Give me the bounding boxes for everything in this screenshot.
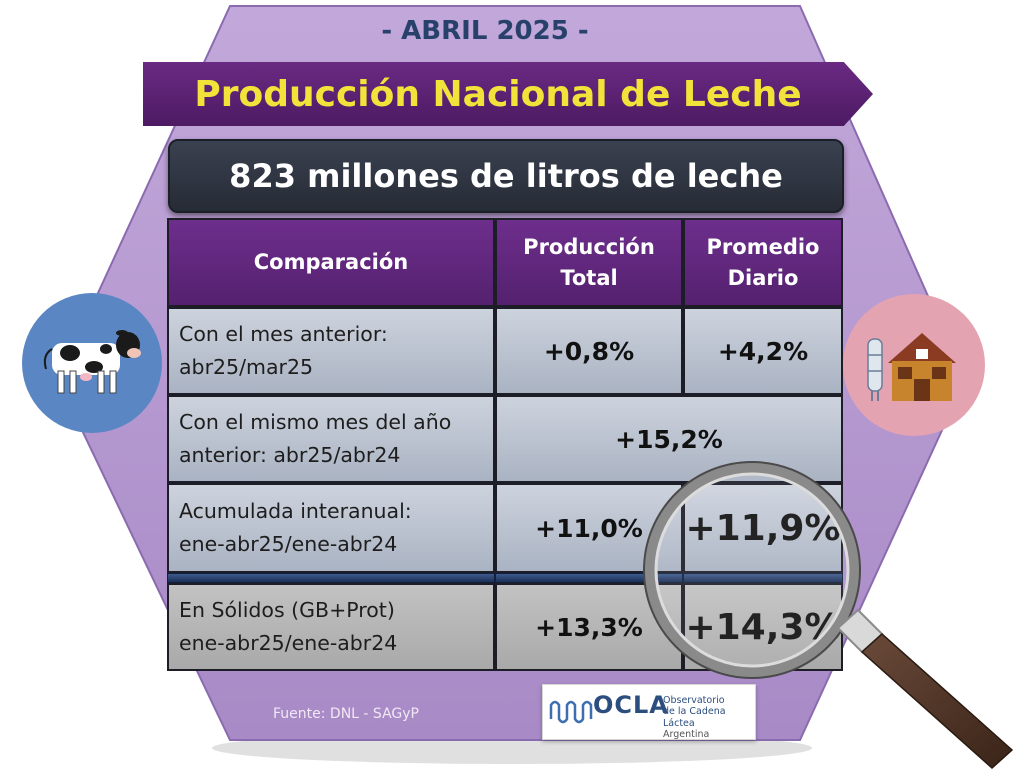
row-cumulative-label: Acumulada interanual: ene-abr25/ene-abr2… [167,483,495,573]
header-daily-average: Promedio Diario [683,218,843,307]
row-cumulative-daily: +11,9% [683,483,843,573]
ocla-logo-name: OCLA [593,691,669,719]
page-title: Producción Nacional de Leche [194,73,802,115]
row-solids-total: +13,3% [495,583,683,671]
date-label: - ABRIL 2025 - [381,16,589,46]
cow-icon [43,330,141,394]
ocla-logo: OCLA Observatorio de la Cadena Láctea Ar… [542,684,756,740]
source-text: Fuente: DNL - SAGyP [273,706,419,722]
row-solids-daily: +14,3% [683,583,843,671]
ocla-wave-icon [549,700,593,724]
table-separator [683,573,843,583]
row-previous-month-daily: +4,2% [683,307,843,395]
row-previous-month-label: Con el mes anterior: abr25/mar25 [167,307,495,395]
cow-circle [22,293,162,433]
farm-barn-icon [867,333,956,401]
row-cumulative-total: +11,0% [495,483,683,573]
table-separator [167,573,495,583]
header-comparison: Comparación [167,218,495,307]
header-total-production: Producción Total [495,218,683,307]
row-solids-label: En Sólidos (GB+Prot) ene-abr25/ene-abr24 [167,583,495,671]
farm-circle [843,294,985,436]
row-same-month-merged: +15,2% [495,395,843,483]
title-banner: Producción Nacional de Leche [143,62,873,126]
subtitle-bar: 823 millones de litros de leche [168,139,844,213]
table-separator [495,573,683,583]
row-same-month-label: Con el mismo mes del año anterior: abr25… [167,395,495,483]
row-previous-month-total: +0,8% [495,307,683,395]
ocla-logo-subtitle: Observatorio de la Cadena Láctea Argenti… [663,695,726,741]
